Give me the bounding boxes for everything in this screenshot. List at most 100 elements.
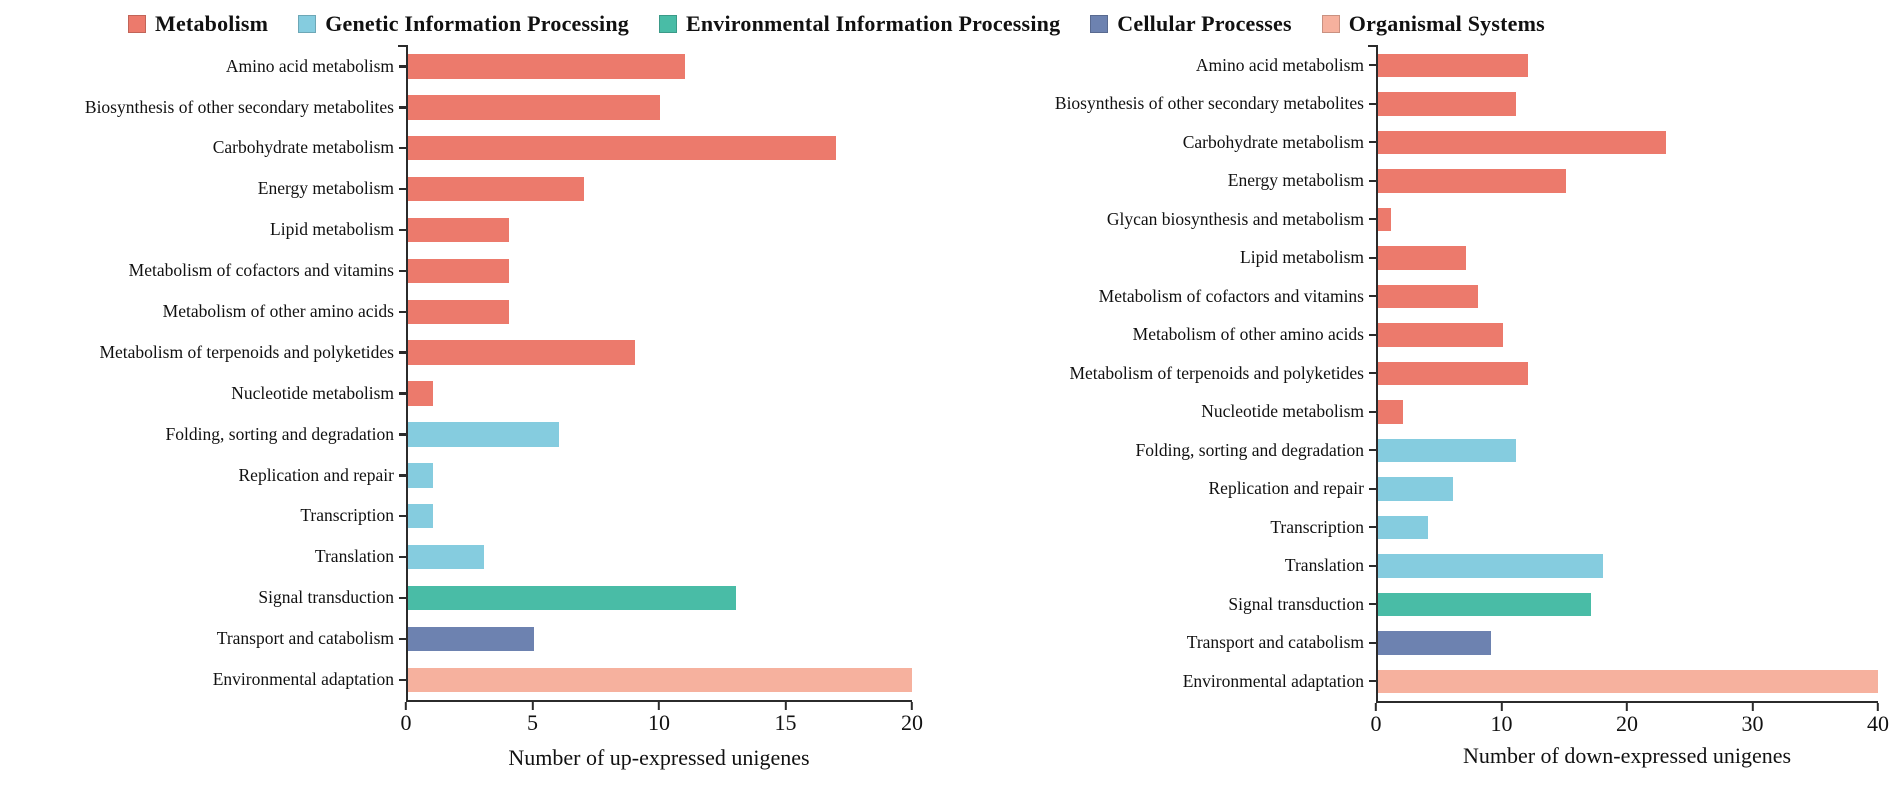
bar (408, 585, 736, 611)
y-axis-tick (1368, 624, 1376, 663)
category-label: Replication and repair (1208, 478, 1365, 498)
legend-swatch-icon (298, 15, 317, 33)
category-label: Metabolism of cofactors and vitamins (1098, 285, 1364, 306)
category-label: Biosynthesis of other secondary metaboli… (1054, 93, 1364, 113)
plot-cell (1376, 508, 1878, 547)
y-axis-tick (398, 87, 406, 128)
y-axis-tick (398, 496, 406, 537)
y-axis-tick (1368, 470, 1376, 509)
bar (1378, 246, 1466, 270)
plot-cell (1376, 238, 1878, 277)
y-axis-tick (1368, 354, 1376, 393)
legend-label: Metabolism (155, 11, 269, 36)
x-axis-tick-label: 0 (400, 710, 412, 736)
y-axis-tick (398, 291, 406, 332)
legend-swatch-icon (1321, 15, 1340, 33)
plot-cell (406, 618, 912, 660)
category-label: Amino acid metabolism (1195, 54, 1364, 75)
x-axis-tick-label: 10 (1490, 710, 1513, 736)
legend-item: Organismal Systems (1321, 11, 1545, 37)
legend-item: Genetic Information Processing (298, 11, 629, 37)
bar (1378, 92, 1516, 116)
category-label: Metabolism of terpenoids and polyketides (99, 341, 394, 362)
bar (1378, 361, 1528, 385)
bar (408, 422, 560, 447)
y-axis-tick (1368, 85, 1376, 124)
x-axis: 0 5 10 15 20 (401, 700, 923, 738)
plot-cell (1376, 546, 1878, 585)
plot-cell (406, 495, 912, 537)
y-axis-tick (398, 455, 406, 496)
bar (408, 340, 635, 365)
plot-cell (406, 577, 912, 619)
bar (1378, 169, 1566, 193)
bar (408, 299, 509, 325)
x-axis-tick (1374, 702, 1378, 711)
legend-label: Genetic Information Processing (325, 11, 629, 36)
plot-cell (406, 414, 912, 455)
bar (1378, 438, 1516, 462)
x-axis-tick (404, 702, 408, 711)
y-axis-tick (1368, 123, 1376, 162)
legend-label: Environmental Information Processing (685, 11, 1061, 36)
up-expressed-chart: Amino acid metabolism Biosynthesis of oth… (0, 45, 923, 782)
category-label: Glycan biosynthesis and metabolism (1106, 208, 1364, 229)
y-axis-tick (398, 210, 406, 251)
plot-cell (406, 86, 912, 128)
y-axis-tick (398, 373, 406, 414)
x-axis-tick-label: 40 (1867, 710, 1889, 736)
x-axis-tick-label: 10 (648, 710, 670, 736)
y-axis-tick (1368, 46, 1376, 85)
down-expressed-chart: Amino acid metabolism Biosynthesis of oth… (938, 45, 1889, 778)
bar (1378, 669, 1878, 693)
bar (1378, 631, 1491, 655)
category-label: Folding, sorting and degradation (1135, 439, 1364, 460)
x-axis-tick-label: 20 (901, 710, 923, 736)
bar (408, 503, 434, 529)
x-axis-tick-label: 15 (774, 710, 797, 736)
legend-item: Environmental Information Processing (658, 11, 1061, 37)
category-label: Carbohydrate metabolism (212, 137, 394, 158)
x-axis-tick (1876, 702, 1880, 711)
y-axis-tick (1368, 393, 1376, 432)
bar (408, 95, 660, 120)
bar (1378, 400, 1403, 424)
category-label: Lipid metabolism (270, 219, 394, 240)
x-axis-tick (1625, 702, 1629, 711)
bar (1378, 477, 1453, 501)
y-axis-tick (398, 128, 406, 169)
chart-legend: Metabolism Genetic Information Processing… (0, 4, 1902, 44)
plot-cell (406, 250, 912, 292)
category-label: Transport and catabolism (1186, 632, 1364, 652)
plot-cell (406, 454, 912, 496)
spacer (938, 701, 1376, 740)
spacer (0, 741, 406, 782)
bar (1378, 323, 1503, 347)
category-label: Replication and repair (238, 464, 395, 485)
category-label: Transcription (300, 505, 394, 526)
spacer (938, 739, 1376, 778)
category-label: Nucleotide metabolism (1201, 401, 1364, 421)
y-axis-tick (1368, 547, 1376, 586)
x-axis-tick (910, 702, 914, 711)
legend-swatch-icon (128, 15, 146, 33)
y-axis-tick (1368, 431, 1376, 470)
plot-cell (1376, 315, 1878, 354)
category-label: Lipid metabolism (1240, 247, 1364, 267)
y-axis-tick (1368, 239, 1376, 278)
x-axis-title: Number of down-expressed unigenes (1462, 743, 1792, 768)
y-axis-tick (1368, 316, 1376, 355)
bar (408, 176, 585, 202)
y-axis-tick (398, 537, 406, 578)
legend-item: Metabolism (128, 11, 268, 37)
y-axis-tick (1368, 162, 1376, 201)
category-label: Transport and catabolism (216, 628, 394, 649)
x-axis-tick (531, 702, 534, 711)
plot-cell (1376, 585, 1878, 624)
legend-swatch-icon (1090, 15, 1109, 33)
plot-cell (1376, 161, 1878, 200)
y-axis-tick (1368, 277, 1376, 316)
bar (408, 381, 434, 406)
category-label: Biosynthesis of other secondary metaboli… (84, 96, 394, 117)
